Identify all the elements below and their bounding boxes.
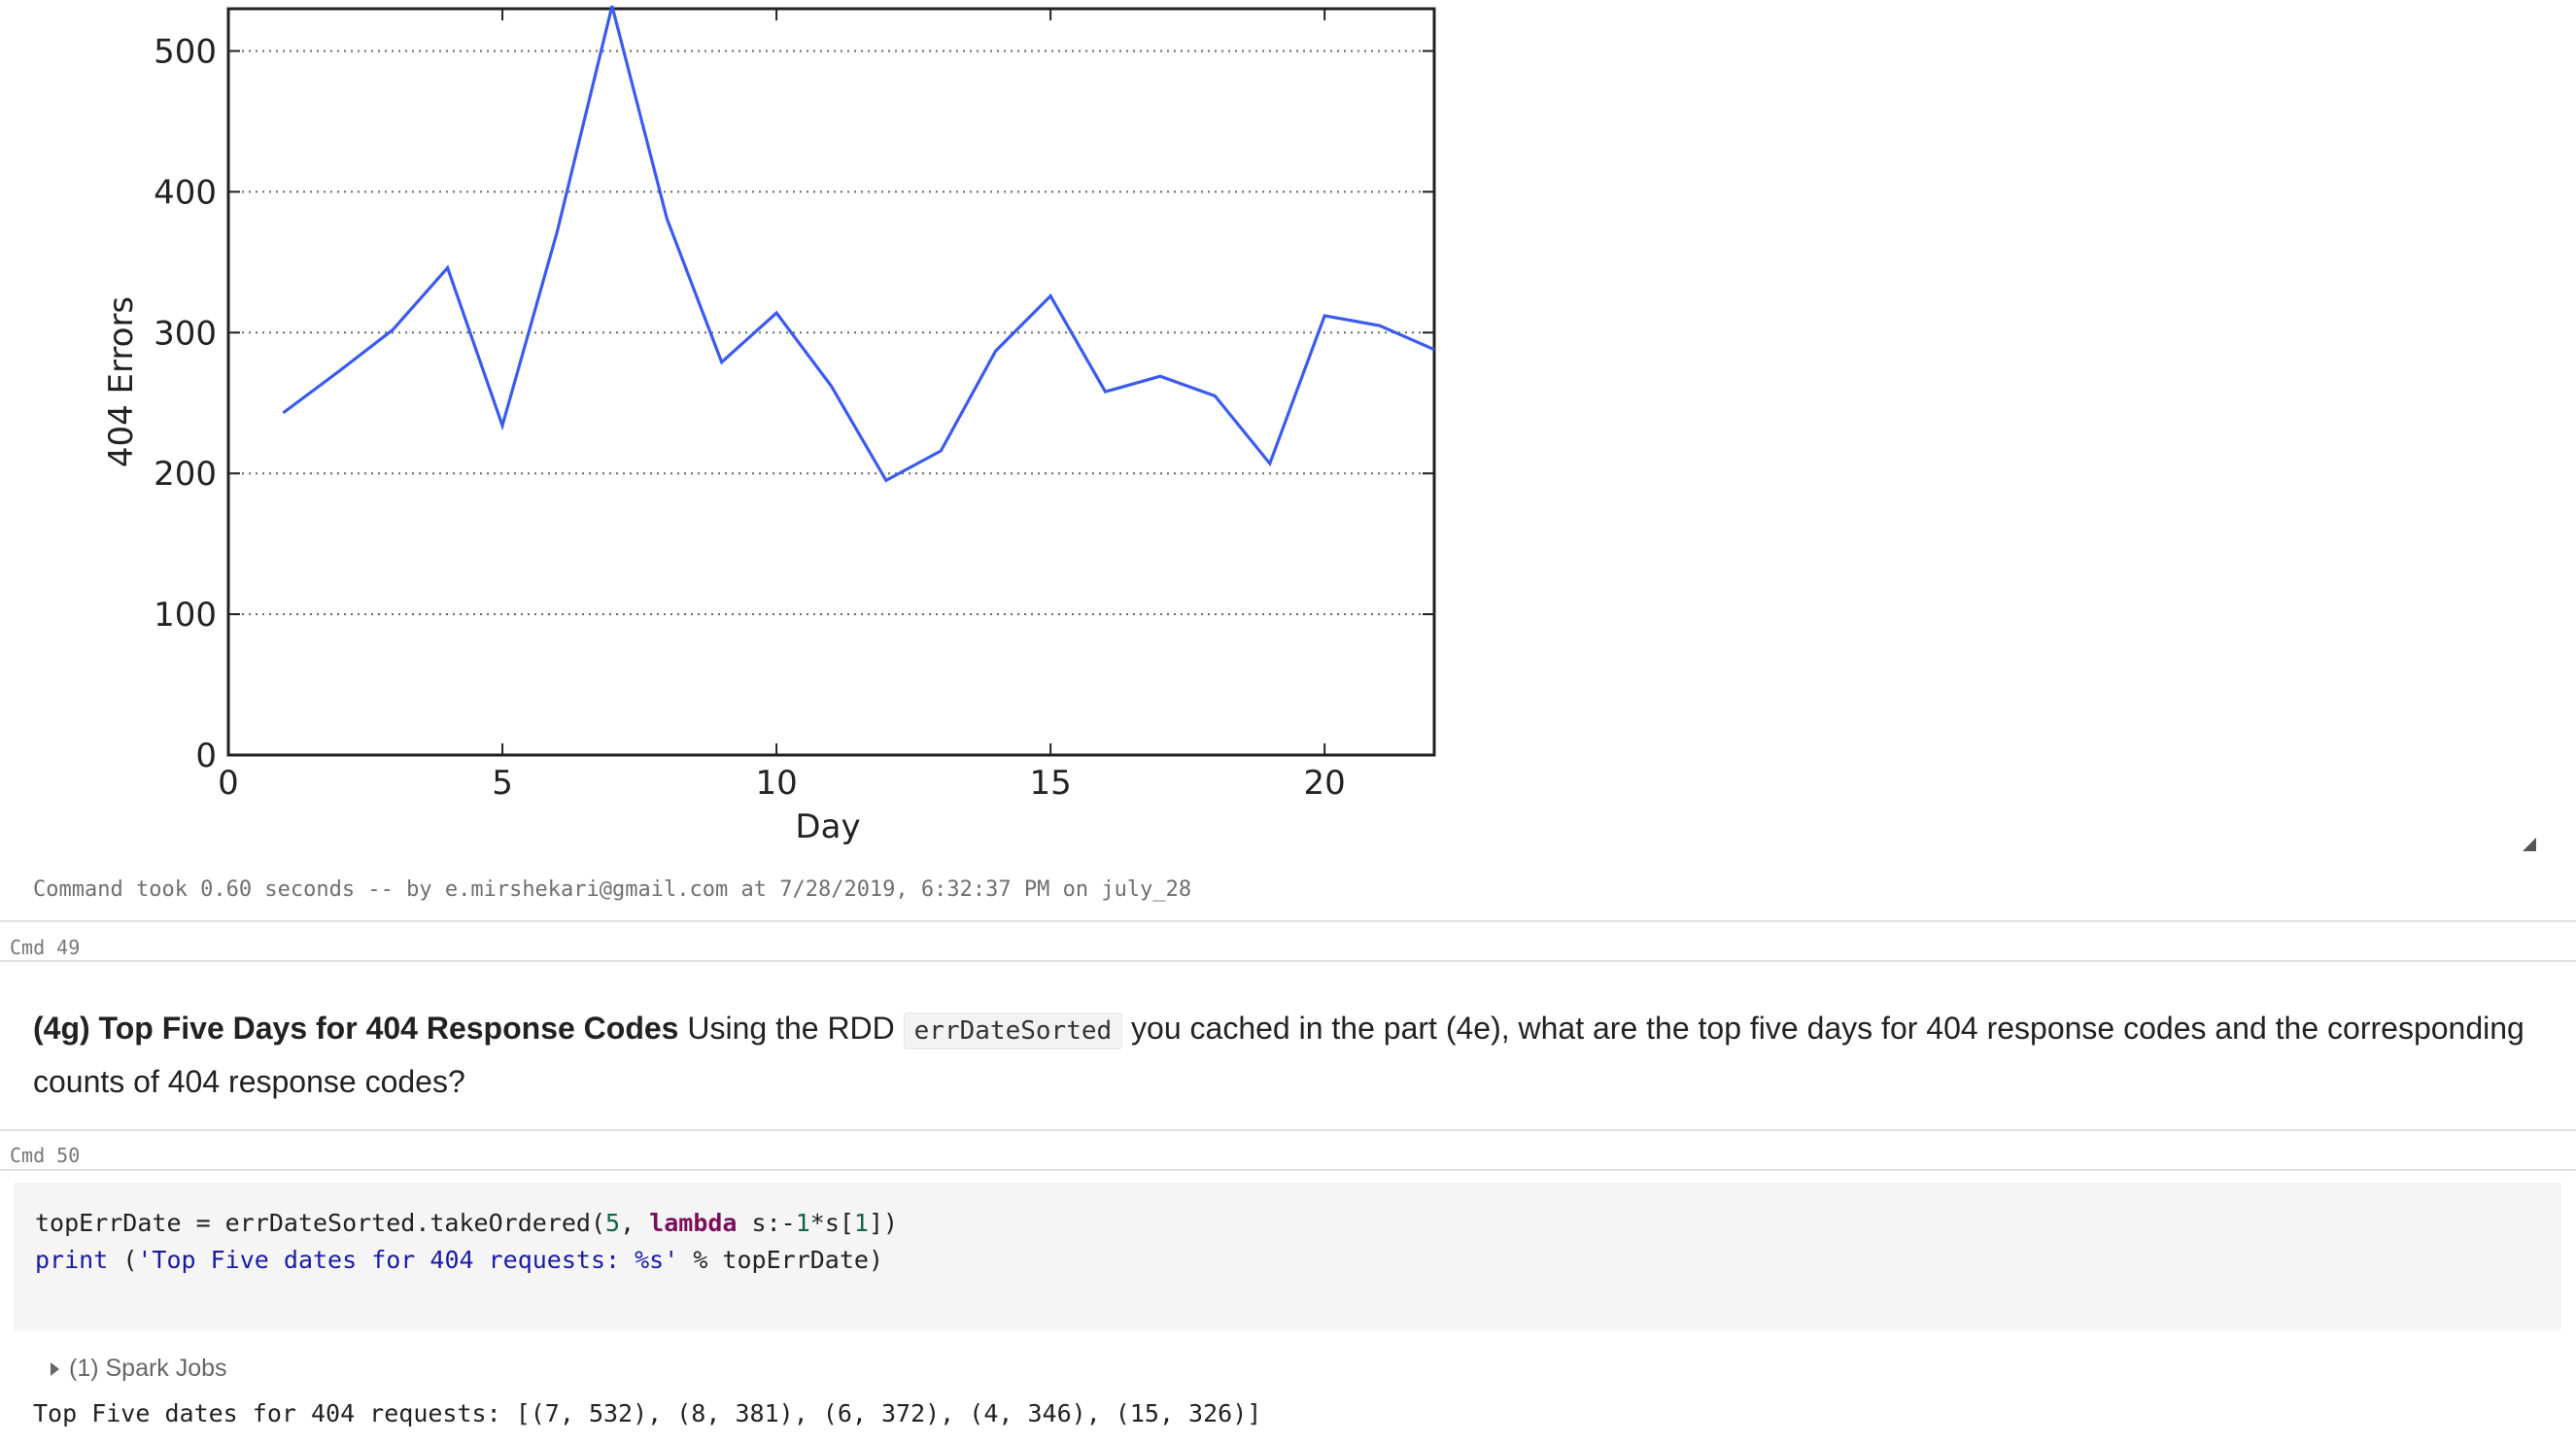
code-token: 1 — [795, 1209, 810, 1237]
plot-frame — [226, 7, 1436, 757]
code-token: topErrDate = errDateSorted.takeOrdered( — [35, 1209, 605, 1237]
x-axis-label: Day — [795, 807, 860, 846]
code-token: print — [35, 1246, 109, 1274]
code-token: ( — [108, 1246, 138, 1274]
chart-axes: 0 100 200 300 400 500 0 5 10 15 20 — [154, 7, 1436, 803]
markdown-text: you cached in the part (4e), what are th… — [33, 1011, 2524, 1099]
code-token: 1 — [853, 1209, 869, 1237]
code-token: 'Top Five dates for 404 requests: %s' — [137, 1246, 679, 1274]
y-tick-label: 0 — [195, 737, 217, 775]
chart-grid — [228, 50, 1434, 616]
y-tick-label: 400 — [154, 173, 217, 212]
cell-output: Top Five dates for 404 requests: [(7, 53… — [33, 1399, 1262, 1427]
resize-handle[interactable] — [2523, 838, 2536, 851]
command-status: Command took 0.60 seconds -- by e.mirshe… — [33, 877, 1192, 902]
spark-jobs-label: (1) Spark Jobs — [69, 1355, 227, 1382]
code-token: *s[ — [809, 1209, 854, 1237]
x-tick-label: 20 — [1304, 764, 1346, 803]
y-tick-label: 200 — [154, 455, 217, 494]
code-token: s:- — [737, 1209, 796, 1237]
code-token: 5 — [605, 1209, 621, 1237]
code-token: ]) — [868, 1209, 899, 1237]
markdown-text: Using the RDD — [678, 1011, 904, 1046]
markdown-cell: (4g) Top Five Days for 404 Response Code… — [33, 1003, 2559, 1107]
y-axis-label: 404 Errors — [102, 296, 141, 467]
caret-right-icon — [51, 1362, 59, 1377]
y-tick-label: 300 — [154, 314, 217, 353]
markdown-heading: (4g) Top Five Days for 404 Response Code… — [33, 1011, 679, 1046]
series-line — [282, 5, 1435, 483]
y-tick-label: 100 — [154, 596, 217, 635]
cell-divider — [0, 960, 2576, 962]
code-token: lambda — [649, 1209, 738, 1237]
inline-code: errDateSorted — [903, 1013, 1123, 1049]
code-token: % topErrDate) — [678, 1246, 883, 1274]
cell-divider — [0, 1169, 2576, 1171]
code-line-1: topErrDate = errDateSorted.takeOrdered(5… — [35, 1209, 898, 1237]
cell-divider — [0, 1129, 2576, 1131]
cmd-label-50: Cmd 50 — [10, 1144, 81, 1167]
cell-divider — [0, 920, 2576, 922]
y-tick-label: 500 — [154, 32, 217, 71]
x-tick-label: 15 — [1030, 764, 1072, 803]
code-editor[interactable]: topErrDate = errDateSorted.takeOrdered(5… — [14, 1183, 2561, 1330]
line-chart: 0 100 200 300 400 500 0 5 10 15 20 Day 404 Errors — [102, 5, 1436, 846]
x-tick-label: 10 — [755, 764, 797, 803]
x-tick-label: 0 — [218, 764, 239, 803]
cmd-label-49: Cmd 49 — [10, 936, 81, 959]
code-line-2: print ('Top Five dates for 404 requests:… — [35, 1246, 883, 1274]
x-tick-label: 5 — [492, 764, 513, 803]
code-token: , — [620, 1209, 650, 1237]
chart-series — [282, 5, 1435, 483]
spark-jobs-toggle[interactable]: (1) Spark Jobs — [51, 1355, 227, 1383]
